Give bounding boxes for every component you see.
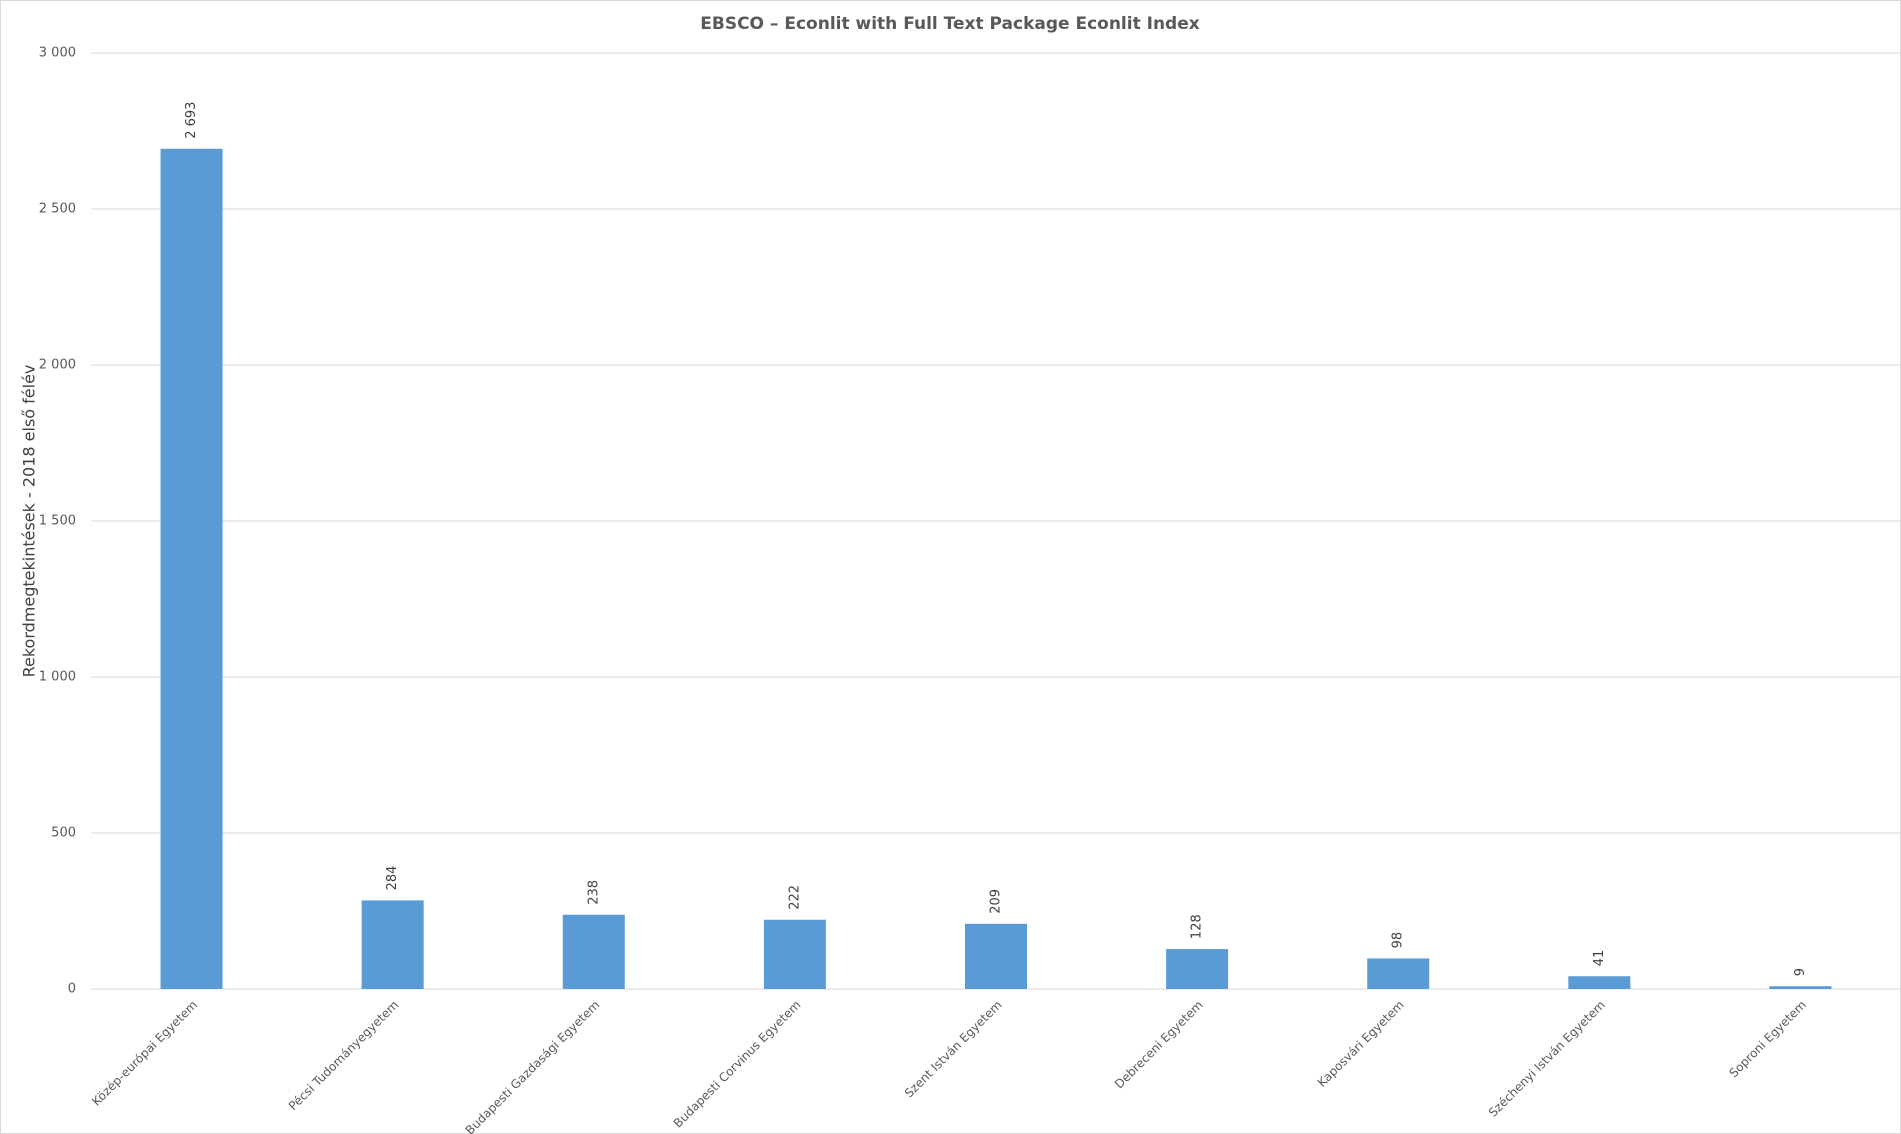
value-label: 284 (385, 866, 400, 891)
bar (1769, 986, 1832, 989)
y-tick-label: 1 000 (39, 670, 76, 685)
bar (763, 919, 826, 989)
value-label: 128 (1190, 914, 1205, 939)
value-label: 98 (1391, 932, 1406, 949)
y-tick-label: 0 (68, 982, 76, 997)
chart-title: EBSCO – Econlit with Full Text Package E… (700, 14, 1199, 34)
bar (1367, 958, 1430, 989)
y-tick-label: 1 500 (39, 514, 76, 529)
value-label: 9 (1793, 968, 1808, 976)
bar (1166, 949, 1229, 989)
value-label: 2 693 (184, 102, 199, 139)
value-label: 222 (787, 885, 802, 910)
bar (361, 900, 424, 989)
bar (160, 148, 223, 989)
value-label: 238 (586, 880, 601, 905)
bar (965, 923, 1027, 989)
y-tick-label: 3 000 (39, 46, 76, 61)
y-axis-title: Rekordmegtekintések - 2018 első félév (20, 365, 39, 678)
bar (1568, 976, 1631, 989)
y-tick-label: 500 (51, 826, 76, 841)
y-tick-label: 2 500 (39, 202, 76, 217)
value-label: 41 (1592, 950, 1607, 967)
y-tick-label: 2 000 (39, 358, 76, 373)
value-label: 209 (989, 889, 1004, 914)
bar (562, 914, 625, 989)
